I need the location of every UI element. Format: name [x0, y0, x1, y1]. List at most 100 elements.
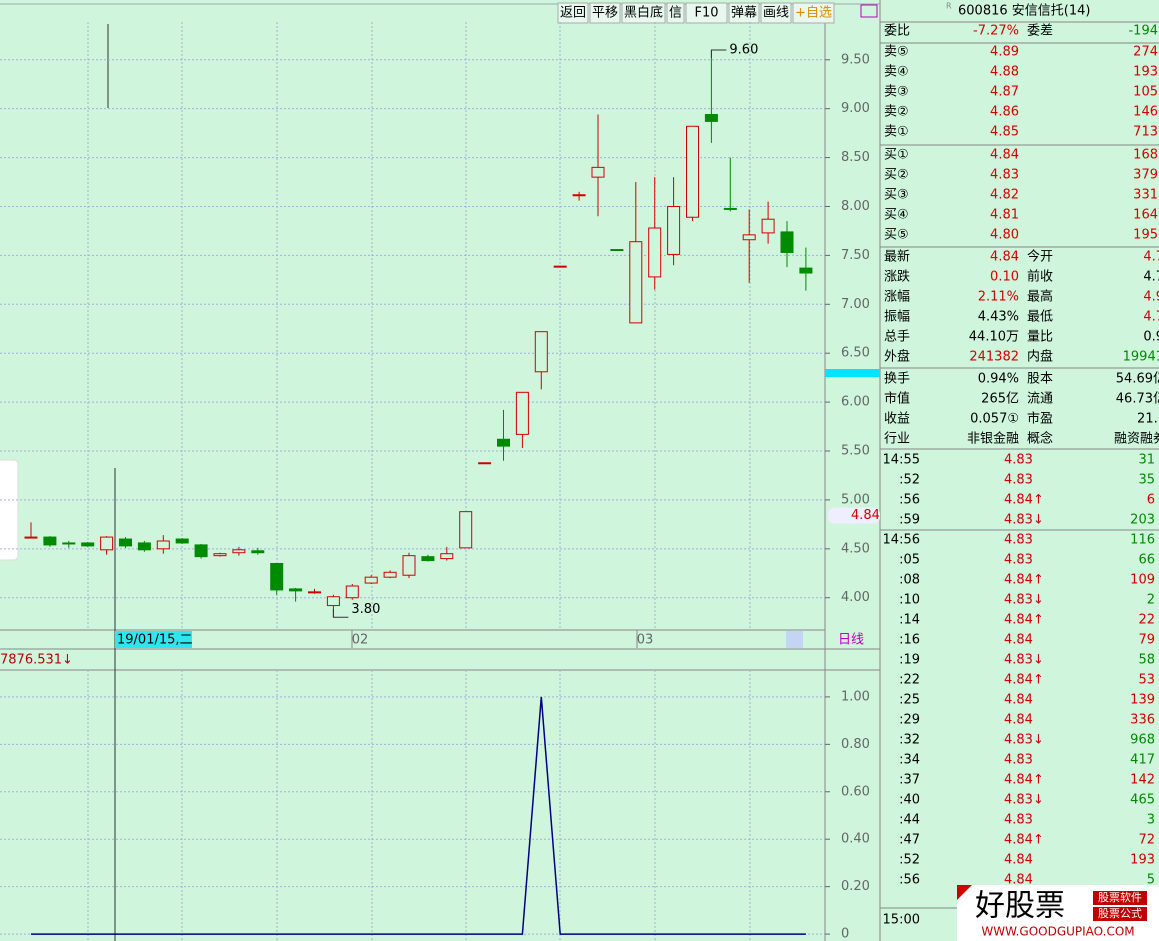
- tick-volume: 203: [1130, 513, 1155, 528]
- tick-volume: 79: [1138, 633, 1155, 648]
- quote-cell: 274: [1133, 45, 1158, 60]
- candle-body: [175, 538, 189, 544]
- tick-time: :10: [899, 593, 920, 608]
- toolbar-button[interactable]: [760, 2, 792, 24]
- y-tick-label: 8.00: [841, 199, 870, 214]
- tick-volume: 53: [1138, 673, 1155, 688]
- tick-time: :47: [899, 833, 920, 848]
- quote-cell: 内盘: [1027, 349, 1053, 365]
- tick-volume: 193: [1130, 853, 1155, 868]
- quote-cell: 0.94%: [978, 372, 1019, 387]
- y-tick-label: 0.80: [841, 737, 870, 752]
- y-tick-label: 0: [841, 927, 849, 941]
- y-tick-label: 5.00: [841, 492, 870, 507]
- quote-cell: 行业: [884, 432, 910, 447]
- quote-cell: 193: [1133, 65, 1158, 80]
- watermark-url: WWW.GOODGUPIAO.COM: [981, 925, 1134, 939]
- tick-volume: 5: [1147, 873, 1155, 888]
- min-pointer: [332, 609, 349, 618]
- toolbar-button[interactable]: [666, 2, 685, 24]
- toolbar-button[interactable]: [792, 2, 835, 24]
- tick-price: 4.83: [1004, 473, 1033, 488]
- y-tick-label: 8.50: [841, 150, 870, 165]
- quote-cell: 买①: [884, 148, 909, 163]
- tick-time: :59: [899, 513, 920, 528]
- toolbar-button[interactable]: [557, 2, 589, 24]
- tick-time: 14:55: [883, 453, 920, 468]
- candle-body: [572, 194, 586, 197]
- quote-cell: 市值: [884, 391, 910, 407]
- candle-body: [515, 391, 529, 435]
- y-tick-label: 6.00: [841, 395, 870, 410]
- tick-volume: 35: [1138, 473, 1155, 488]
- toolbar-label[interactable]: 信: [669, 6, 682, 21]
- toolbar-label[interactable]: 返回: [560, 6, 586, 21]
- tick-volume: 116: [1130, 533, 1155, 548]
- tick-volume: 142: [1130, 773, 1155, 788]
- tick-time: :16: [899, 633, 920, 648]
- tick-price: 4.84↑: [1004, 673, 1044, 688]
- watermark-tag: 股票软件: [1098, 890, 1142, 904]
- quote-title: 600816 安信信托(14): [958, 4, 1090, 19]
- tick-time: :32: [899, 733, 920, 748]
- candle-body: [761, 218, 775, 234]
- quote-cell: 379: [1133, 168, 1158, 183]
- quote-cell: 4.43%: [978, 310, 1019, 325]
- quote-cell: 收益: [884, 412, 910, 427]
- tick-price: 4.83: [1004, 553, 1033, 568]
- candle-body: [459, 511, 473, 549]
- toolbar-label[interactable]: F10: [694, 6, 718, 21]
- quote-cell: 4.81: [990, 208, 1019, 223]
- tick-time: :29: [899, 713, 920, 728]
- y-tick-label: 4.50: [841, 541, 870, 556]
- candle-body: [270, 562, 284, 591]
- candle-body: [667, 205, 681, 255]
- quote-cell: 105: [1133, 85, 1158, 100]
- quote-cell: 4.80: [990, 228, 1019, 243]
- min-label: 3.80: [351, 602, 380, 617]
- toolbar-button[interactable]: [685, 2, 728, 24]
- watermark-tag-box: [1093, 907, 1147, 921]
- quote-cell: 0.10: [990, 270, 1019, 285]
- tick-price: 4.83: [1004, 753, 1033, 768]
- toolbar-button[interactable]: [728, 2, 760, 24]
- candle-body: [686, 125, 699, 218]
- quote-cell: 委差: [1027, 24, 1053, 39]
- quote-cell: 卖⑤: [884, 45, 909, 60]
- quote-cell: 总手: [884, 330, 910, 345]
- quote-cell: 4.7: [1143, 250, 1159, 265]
- tick-time: :14: [899, 613, 920, 628]
- candle-body: [137, 542, 151, 551]
- quote-cell: 市盈: [1027, 411, 1053, 427]
- toolbar-label[interactable]: 画线: [763, 6, 789, 21]
- candle-body: [213, 553, 227, 557]
- toolbar-label[interactable]: 弹幕: [731, 6, 757, 21]
- quote-cell: 今开: [1027, 249, 1053, 265]
- toolbar-label[interactable]: +自选: [795, 6, 832, 21]
- toolbar-label[interactable]: 黑白底: [624, 5, 663, 21]
- tick-volume: 139: [1130, 693, 1155, 708]
- candle-body: [156, 540, 170, 550]
- quote-cell: 前收: [1027, 269, 1053, 285]
- candle-body: [799, 267, 813, 274]
- toolbar-button[interactable]: [589, 2, 621, 24]
- quote-cell: 涨跌: [884, 269, 910, 285]
- candle-body: [402, 555, 416, 576]
- candle-body: [704, 114, 718, 122]
- candle-body: [610, 249, 624, 252]
- toolbar-label[interactable]: 平移: [592, 6, 618, 21]
- tick-price: 4.84: [1004, 713, 1033, 728]
- x-tick-label: 02: [352, 633, 369, 648]
- date-box: [115, 631, 192, 648]
- panel-toggle[interactable]: [860, 4, 878, 18]
- candle-body: [723, 207, 737, 210]
- toolbar-button[interactable]: [621, 2, 666, 24]
- quote-cell: 买③: [884, 188, 909, 203]
- tick-time: 14:56: [883, 533, 920, 548]
- tick-volume: 465: [1130, 793, 1155, 808]
- quote-cell: 4.86: [990, 105, 1019, 120]
- tick-price: 4.83: [1004, 813, 1033, 828]
- quote-cell: 21.1: [1137, 412, 1159, 427]
